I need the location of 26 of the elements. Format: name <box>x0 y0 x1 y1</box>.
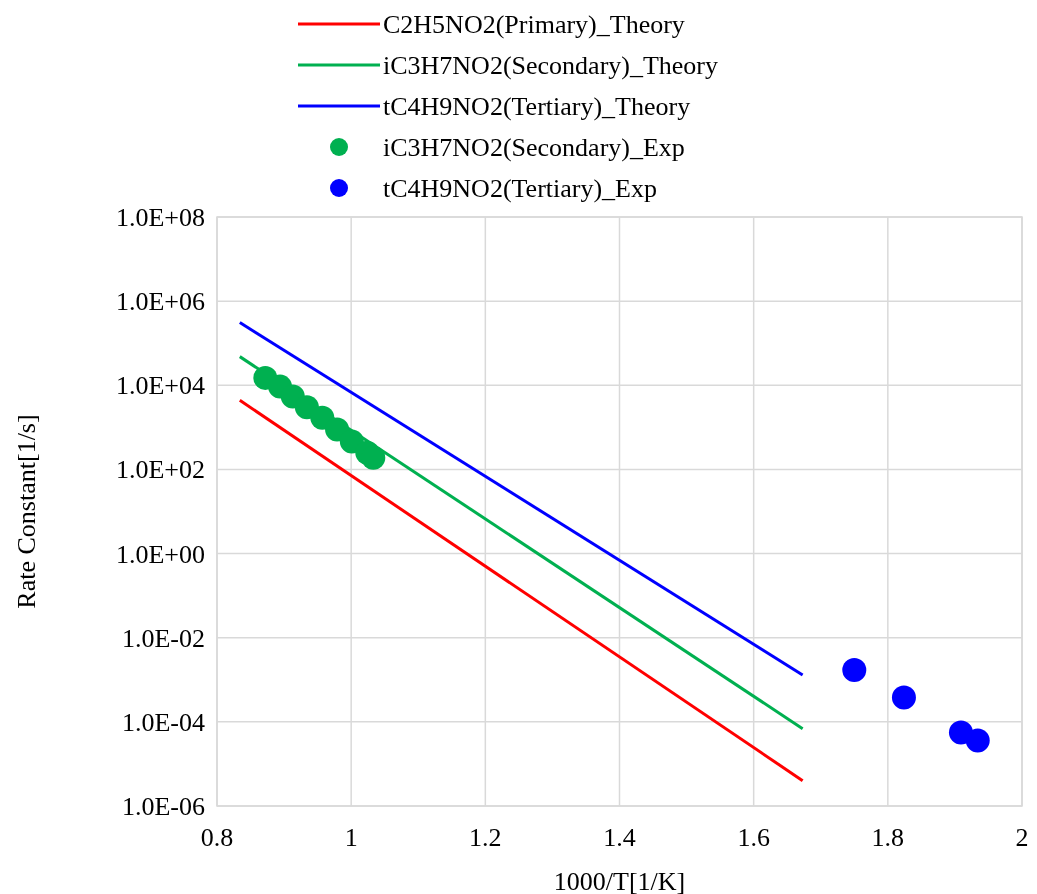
legend-label: tC4H9NO2(Tertiary)_Exp <box>383 174 658 203</box>
x-tick-label: 1.8 <box>871 823 905 852</box>
y-tick-label: 1.0E+08 <box>115 203 205 232</box>
x-tick-label: 1 <box>344 823 358 852</box>
y-tick-label: 1.0E-04 <box>121 707 205 737</box>
y-tick-label: 1.0E-02 <box>121 623 205 653</box>
y-tick-label: 1.0E+04 <box>115 371 205 401</box>
legend-label: tC4H9NO2(Tertiary)_Theory <box>383 92 691 121</box>
x-tick-label: 2 <box>1015 823 1029 852</box>
x-tick-label: 0.8 <box>200 823 234 852</box>
legend-label: iC3H7NO2(Secondary)_Theory <box>383 51 719 80</box>
point <box>965 728 990 753</box>
y-axis-title: Rate Constant[1/s] <box>12 414 41 609</box>
y-tick-label: 1.0E+00 <box>115 539 205 569</box>
y-tick-label: 1.0E+02 <box>115 455 205 485</box>
point <box>891 685 916 710</box>
legend-label: C2H5NO2(Primary)_Theory <box>383 10 685 39</box>
x-axis-title: 1000/T[1/K] <box>553 867 686 894</box>
legend-label: iC3H7NO2(Secondary)_Exp <box>383 133 685 162</box>
point <box>842 658 867 683</box>
y-tick-label: 1.0E+06 <box>115 287 205 317</box>
point <box>361 445 386 470</box>
y-tick-label: 1.0E-06 <box>121 792 205 821</box>
x-tick-label: 1.6 <box>737 823 770 852</box>
x-tick-label: 1.4 <box>603 823 636 852</box>
x-tick-label: 1.2 <box>469 823 502 852</box>
